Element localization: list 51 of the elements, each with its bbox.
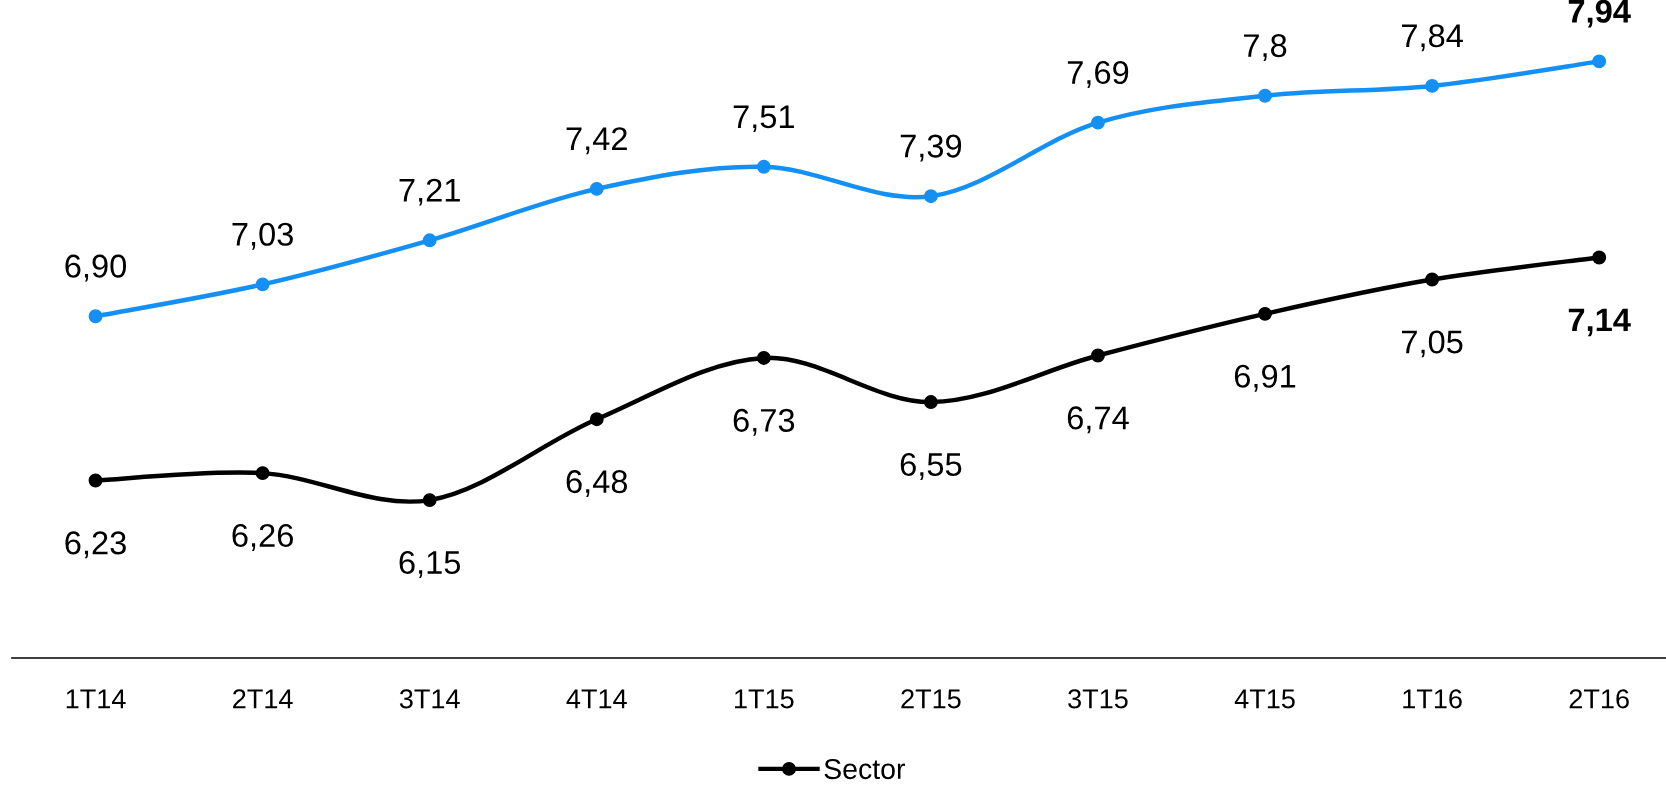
x-tick-label: 4T15 xyxy=(1234,689,1295,709)
x-tick-label: 2T16 xyxy=(1569,689,1629,709)
data-label: 7,21 xyxy=(399,178,460,206)
point xyxy=(923,395,938,409)
x-tick-label: 2T15 xyxy=(901,689,961,709)
point xyxy=(756,159,771,174)
data-label: 7,94 xyxy=(1568,0,1631,28)
data-label: 6,55 xyxy=(900,452,962,480)
data-label: 7,39 xyxy=(900,134,962,162)
data-label: 6,23 xyxy=(65,531,126,559)
data-label: 7,14 xyxy=(1568,308,1631,337)
point xyxy=(1091,115,1105,130)
point xyxy=(255,277,270,292)
data-label: 6,74 xyxy=(1067,406,1129,434)
point xyxy=(1592,54,1607,69)
point xyxy=(1258,88,1272,103)
data-label: 7,84 xyxy=(1402,24,1463,52)
data-label: 7,03 xyxy=(232,222,293,250)
point xyxy=(1091,348,1105,363)
point xyxy=(756,350,771,365)
x-tick-label: 1T14 xyxy=(66,689,126,709)
data-label: 6,26 xyxy=(232,523,293,551)
data-label: 6,15 xyxy=(399,550,461,578)
data-label: 7,69 xyxy=(1067,61,1129,88)
legend-label: Sector xyxy=(824,758,905,780)
x-tick-label: 3T14 xyxy=(399,689,460,709)
x-tick-label: 1T15 xyxy=(735,689,794,709)
data-label: 6,73 xyxy=(733,408,795,436)
point xyxy=(88,309,103,324)
x-tick-label: 1T16 xyxy=(1403,689,1462,709)
point xyxy=(589,412,604,427)
data-label: 7,51 xyxy=(733,105,794,133)
point xyxy=(1425,78,1440,93)
x-tick-label: 3T15 xyxy=(1068,689,1128,709)
point xyxy=(1425,272,1440,287)
point xyxy=(422,493,437,508)
data-label: 7,42 xyxy=(566,127,627,155)
data-label: 7,05 xyxy=(1402,330,1463,358)
x-tick-label: 4T14 xyxy=(566,689,627,709)
point xyxy=(88,473,103,488)
point xyxy=(923,189,938,204)
data-label: 6,90 xyxy=(65,254,127,282)
data-label: 7,8 xyxy=(1244,34,1287,62)
x-tick-label: 2T14 xyxy=(233,689,293,709)
data-label: 6,48 xyxy=(566,470,628,498)
point xyxy=(589,181,604,196)
data-label: 6,91 xyxy=(1234,364,1296,392)
point xyxy=(1258,306,1272,321)
point xyxy=(1592,250,1607,265)
point xyxy=(255,466,270,481)
point xyxy=(422,233,437,248)
